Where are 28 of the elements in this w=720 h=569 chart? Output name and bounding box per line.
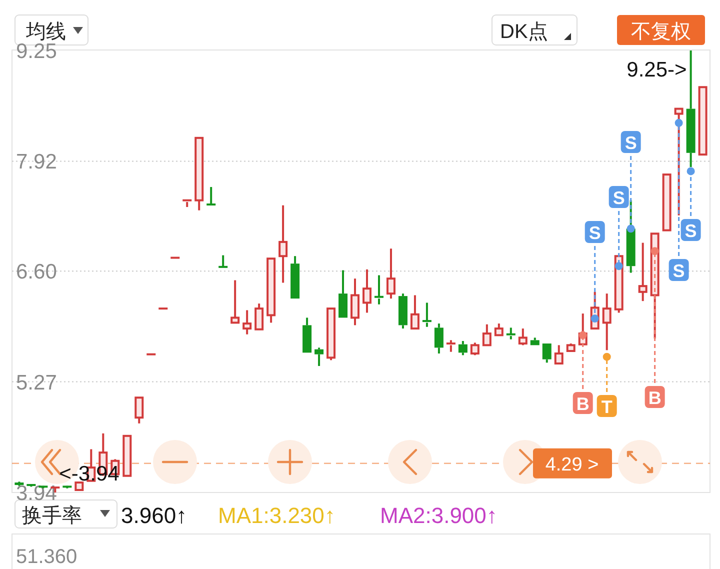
text: MA2:3.900↑ <box>380 503 498 528</box>
text: 51.360 <box>16 546 78 568</box>
point <box>614 262 623 270</box>
annotation: S <box>588 223 601 243</box>
annotation: S <box>684 221 697 241</box>
point <box>650 247 659 256</box>
text: 3.960↑ <box>121 503 188 528</box>
y-tick-label: 6.60 <box>16 260 57 284</box>
annotation: 9.25-> <box>626 58 687 82</box>
annotation: B <box>576 394 590 414</box>
text: 换手率 <box>22 505 82 527</box>
ref-line-label: 4.29 > <box>545 454 599 476</box>
point <box>674 118 683 127</box>
text: MA1:3.230↑ <box>218 503 336 528</box>
annotation: S <box>672 261 685 281</box>
y-tick-label: 9.25 <box>16 40 57 63</box>
point <box>602 352 611 361</box>
annotation: S <box>612 188 625 208</box>
y-tick-label: 5.27 <box>16 371 57 394</box>
point <box>686 167 695 176</box>
text: 均线 <box>25 21 66 43</box>
annotation: T <box>601 397 612 417</box>
point <box>626 224 635 233</box>
text: 不复权 <box>631 21 691 43</box>
text: DK点 <box>500 21 548 43</box>
annotation: B <box>648 388 662 408</box>
annotation: S <box>624 133 637 153</box>
y-tick-label: 7.92 <box>16 150 57 174</box>
